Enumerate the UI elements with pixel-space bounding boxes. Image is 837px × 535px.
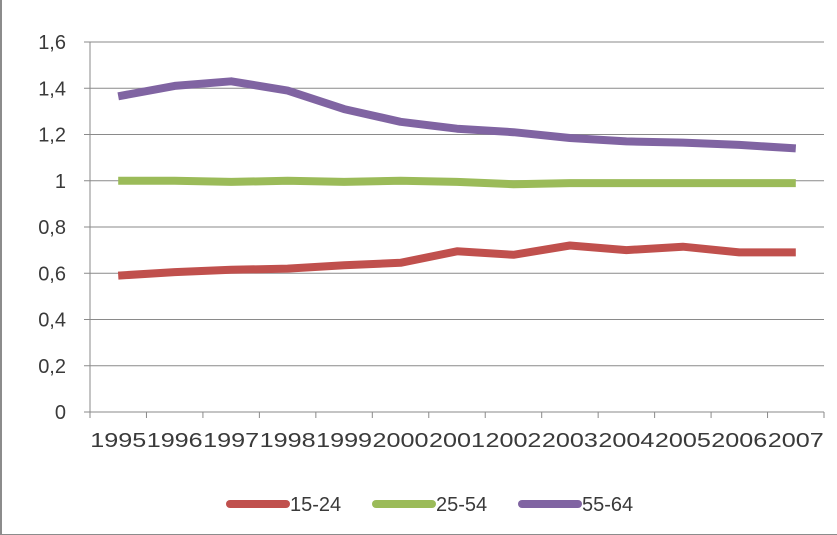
y-tick-label: 0 xyxy=(55,402,66,424)
x-tick-label: 2000 xyxy=(373,430,429,452)
x-tick-label: 2006 xyxy=(711,430,767,452)
x-tick-labels: 1995 1996 1997 1998 1999 2000 2001 2002 2003 2004… xyxy=(90,430,824,452)
y-tick-labels: 0 0,2 0,4 0,6 0,8 1 1,2 1,4 1,6 xyxy=(38,32,66,424)
x-tick-label: 1997 xyxy=(203,430,259,452)
series-lines xyxy=(117,77,797,280)
x-tick-label: 1999 xyxy=(316,430,372,452)
y-tick-label: 0,4 xyxy=(38,310,66,332)
x-tick-label: 1996 xyxy=(147,430,203,452)
x-tick-label: 1998 xyxy=(260,430,316,452)
gridlines xyxy=(90,41,824,367)
legend-label: 55-64 xyxy=(582,494,633,516)
x-tick-label: 2007 xyxy=(768,430,824,452)
y-tick-label: 1 xyxy=(55,171,66,193)
y-tick-label: 1,2 xyxy=(38,125,66,147)
y-tick-label: 0,8 xyxy=(38,217,66,239)
series-line-15-24 xyxy=(117,241,796,280)
x-tick-label: 2005 xyxy=(655,430,711,452)
series-line-25-54 xyxy=(118,176,796,189)
legend-label: 25-54 xyxy=(436,494,487,516)
y-tick-label: 0,2 xyxy=(38,356,66,378)
x-tick-label: 2001 xyxy=(429,430,485,452)
x-tick-label: 2002 xyxy=(485,430,541,452)
axes xyxy=(84,41,825,418)
y-tick-label: 1,6 xyxy=(38,32,66,54)
legend-label: 15-24 xyxy=(290,494,341,516)
x-tick-label: 2004 xyxy=(598,430,654,452)
y-tick-label: 0,6 xyxy=(38,263,66,285)
series-line-55-64 xyxy=(117,77,797,153)
legend: 15-24 25-54 55-64 xyxy=(226,494,633,516)
x-tick-label: 1995 xyxy=(90,430,146,452)
x-tick-label: 2003 xyxy=(542,430,598,452)
y-tick-label: 1,4 xyxy=(38,78,66,100)
